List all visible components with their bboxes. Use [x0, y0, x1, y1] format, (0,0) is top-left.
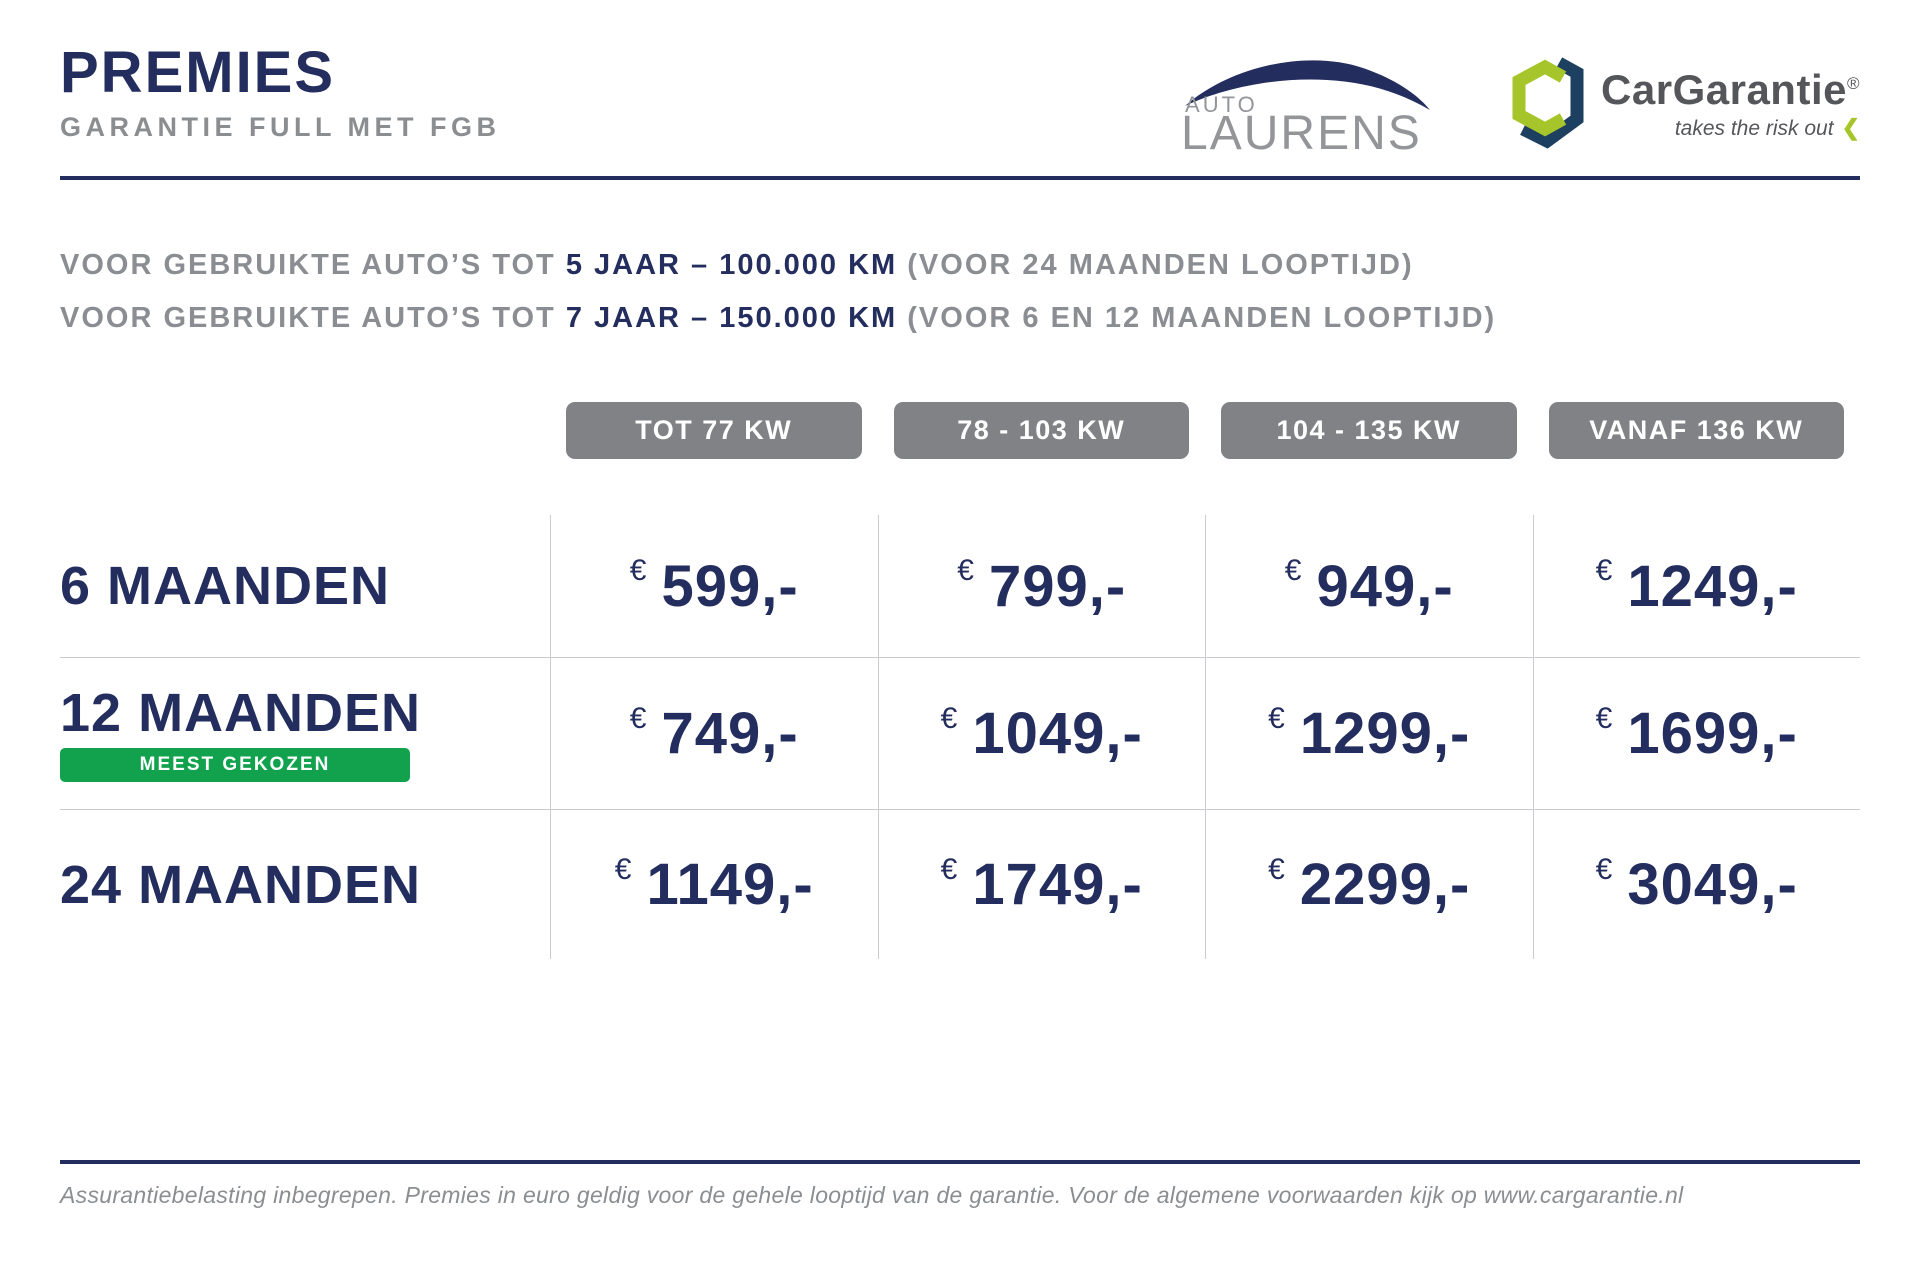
cargarantie-hexagon-icon [1512, 57, 1584, 149]
euro-sign: € [614, 852, 632, 886]
column-header-spacer [60, 402, 550, 459]
dealer-logo-line2: LAURENS [1181, 107, 1422, 160]
price-value: 1299,- [1299, 701, 1471, 767]
chevron-left-icon: ❮ [1841, 115, 1860, 141]
column-headers: TOT 77 KW 78 - 103 KW 104 - 135 KW VANAF… [60, 402, 1860, 460]
logo-group: AUTO LAURENS CarGarantie® takes the risk… [1181, 48, 1860, 160]
euro-sign: € [1595, 852, 1613, 886]
euro-sign: € [1268, 701, 1285, 735]
price-6m-104-135kw: €949,- [1205, 515, 1533, 658]
dealer-logo-line1: AUTO [1185, 92, 1258, 117]
intro-2-suffix: (VOOR 6 EN 12 MAANDEN LOOPTIJD) [897, 302, 1497, 335]
euro-sign: € [957, 554, 974, 588]
price-24m-vanaf-136kw: €3049,- [1532, 810, 1861, 960]
cargarantie-logo: CarGarantie® takes the risk out ❮ [1505, 57, 1860, 151]
intro-1-suffix: (VOOR 24 MAANDEN LOOPTIJD) [897, 249, 1414, 281]
table-row-12-maanden: 12 MAANDEN MEEST GEKOZEN €749,- €1049,- … [60, 657, 1861, 810]
cargarantie-name: CarGarantie® [1601, 65, 1860, 113]
price-table: 6 MAANDEN €599,- €799,- €949,- €1249,- 1… [60, 515, 1861, 960]
euro-sign: € [940, 852, 958, 886]
intro-1-prefix: VOOR GEBRUIKTE AUTO’S TOT [60, 249, 566, 281]
intro: VOOR GEBRUIKTE AUTO’S TOT 5 JAAR – 100.0… [60, 246, 1860, 338]
price-6m-vanaf-136kw: €1249,- [1532, 515, 1861, 658]
row-label-12-maanden: 12 MAANDEN [60, 682, 422, 743]
euro-sign: € [629, 701, 647, 735]
cargarantie-text: CarGarantie® takes the risk out ❮ [1601, 65, 1860, 141]
price-value: 2299,- [1299, 852, 1471, 918]
price-value: 599,- [661, 553, 799, 619]
euro-sign: € [1595, 554, 1613, 588]
column-header-78-103-kw: 78 - 103 KW [893, 402, 1189, 460]
intro-line-1: VOOR GEBRUIKTE AUTO’S TOT 5 JAAR – 100.0… [60, 246, 1860, 285]
title-block: PREMIES GARANTIE FULL MET FGB [60, 44, 500, 143]
intro-2-prefix: VOOR GEBRUIKTE AUTO’S TOT [60, 302, 566, 335]
column-header-104-135-kw: 104 - 135 KW [1221, 402, 1517, 460]
price-value: 3049,- [1627, 852, 1798, 918]
table-row-24-maanden: 24 MAANDEN €1149,- €1749,- €2299,- €3049… [60, 809, 1861, 960]
price-24m-104-135kw: €2299,- [1205, 810, 1533, 960]
intro-1-highlight: 5 JAAR – 100.000 KM [565, 249, 898, 281]
intro-2-highlight: 7 JAAR – 150.000 KM [565, 302, 898, 335]
most-chosen-badge: MEEST GEKOZEN [60, 747, 410, 782]
price-12m-104-135kw: €1299,- [1205, 658, 1533, 810]
price-value: 1249,- [1627, 553, 1798, 619]
price-value: 1749,- [972, 852, 1143, 918]
tagline-text: takes the risk out [1674, 117, 1834, 141]
auto-laurens-logo: AUTO LAURENS [1181, 48, 1433, 160]
euro-sign: € [629, 554, 647, 588]
header: PREMIES GARANTIE FULL MET FGB AUTO LAURE… [60, 44, 1860, 160]
footer: Assurantiebelasting inbegrepen. Premies … [60, 1160, 1860, 1209]
row-label-24-maanden: 24 MAANDEN [60, 854, 422, 915]
price-6m-78-103kw: €799,- [877, 515, 1206, 658]
table-row-6-maanden: 6 MAANDEN €599,- €799,- €949,- €1249,- [60, 515, 1861, 658]
price-value: 749,- [661, 701, 799, 767]
footer-note: Assurantiebelasting inbegrepen. Premies … [60, 1182, 1684, 1208]
page-subtitle: GARANTIE FULL MET FGB [60, 112, 501, 142]
cargarantie-wordmark: CarGarantie [1601, 65, 1847, 113]
cargarantie-tagline: takes the risk out ❮ [1675, 115, 1860, 141]
price-24m-tot-77kw: €1149,- [550, 810, 878, 960]
column-header-tot-77-kw: TOT 77 KW [566, 402, 862, 460]
header-divider [60, 176, 1860, 180]
car-silhouette-icon [1185, 60, 1431, 110]
row-label-6-maanden: 6 MAANDEN [60, 556, 391, 617]
column-header-vanaf-136-kw: VANAF 136 KW [1548, 402, 1844, 460]
registered-mark: ® [1846, 73, 1860, 93]
intro-line-2: VOOR GEBRUIKTE AUTO’S TOT 7 JAAR – 150.0… [60, 299, 1860, 338]
euro-sign: € [1268, 852, 1285, 886]
euro-sign: € [940, 701, 958, 735]
price-6m-tot-77kw: €599,- [550, 515, 878, 658]
price-value: 1699,- [1627, 701, 1798, 767]
price-12m-tot-77kw: €749,- [550, 658, 878, 810]
price-24m-78-103kw: €1749,- [877, 810, 1206, 960]
price-12m-78-103kw: €1049,- [877, 658, 1206, 810]
euro-sign: € [1284, 554, 1302, 588]
footer-divider [60, 1160, 1860, 1164]
price-value: 1149,- [646, 852, 814, 918]
price-value: 799,- [988, 553, 1127, 619]
euro-sign: € [1595, 701, 1613, 735]
page-title: PREMIES [60, 40, 336, 105]
price-12m-vanaf-136kw: €1699,- [1532, 658, 1861, 810]
price-value: 1049,- [972, 701, 1143, 767]
price-value: 949,- [1316, 553, 1454, 619]
